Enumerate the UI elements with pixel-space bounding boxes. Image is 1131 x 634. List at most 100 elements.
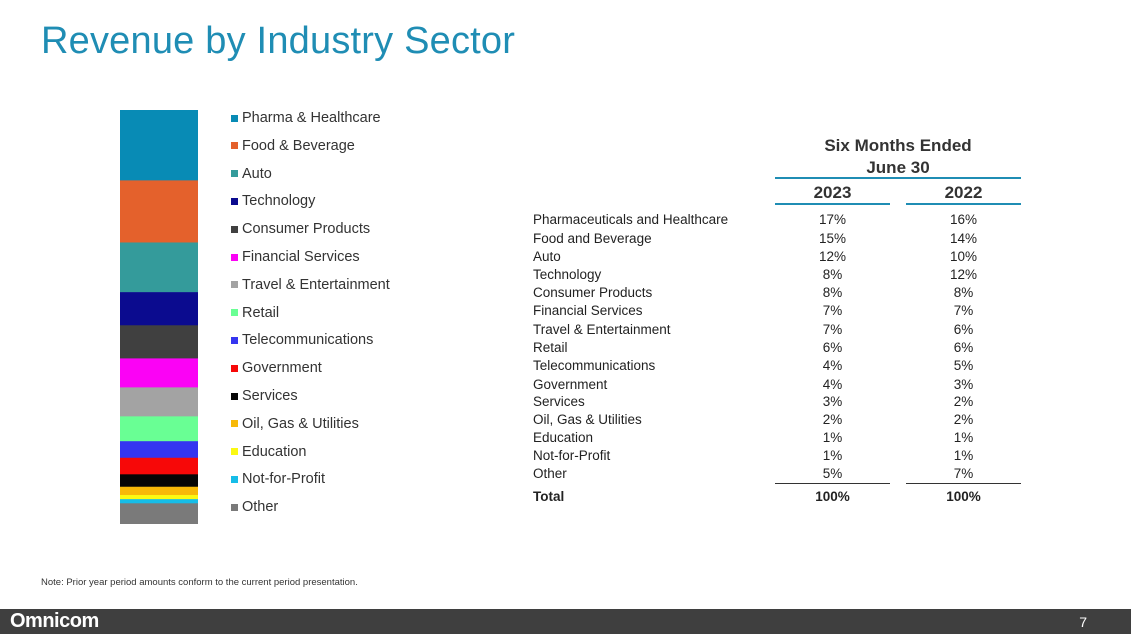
total-2023: 100%: [815, 489, 850, 504]
legend-label: Technology: [242, 193, 316, 210]
table-row-label: Services: [533, 394, 585, 409]
bar-segment-telecommunications: [120, 441, 198, 459]
legend-label: Telecommunications: [242, 332, 374, 349]
legend-swatch: [231, 253, 238, 261]
bar-segment-technology: [120, 292, 198, 326]
legend-label: Food & Beverage: [242, 137, 355, 154]
table-cell-2022: 7%: [953, 303, 974, 318]
table-row-label: Retail: [533, 340, 568, 355]
legend-swatch: [231, 142, 238, 150]
year-2022-header: 2022: [944, 183, 983, 202]
table-cell-2023: 7%: [822, 322, 843, 337]
total-2022: 100%: [946, 489, 981, 504]
legend-item: Services: [231, 386, 298, 406]
table-cell-2022: 1%: [953, 448, 974, 463]
bar-segment-government: [120, 457, 198, 475]
year-2022-rule: [906, 203, 1021, 205]
legend-label: Consumer Products: [242, 221, 371, 238]
legend-item: Financial Services: [231, 247, 360, 267]
table-row-label: Education: [533, 430, 594, 445]
bar-segment-financial-services: [120, 358, 198, 388]
table-cell-2023: 17%: [818, 212, 847, 227]
legend-item: Education: [231, 442, 307, 462]
page-title: Revenue by Industry Sector: [41, 20, 516, 62]
table-cell-2022: 12%: [949, 267, 978, 282]
total-rule-2023: [775, 483, 890, 484]
table-cell-2023: 3%: [822, 394, 843, 409]
table-row-label: Auto: [533, 249, 561, 264]
table-header-line1: Six Months Ended: [824, 136, 972, 155]
bar-segment-auto: [120, 242, 198, 293]
legend-label: Oil, Gas & Utilities: [242, 415, 359, 432]
legend-label: Services: [242, 388, 298, 404]
table-cell-2022: 6%: [953, 322, 974, 337]
table-row-label: Not-for-Profit: [533, 448, 611, 463]
bar-segment-oil-gas-utilities: [120, 486, 198, 496]
table-period-header: Six Months Ended June 30: [775, 135, 1021, 179]
legend-label: Not-for-Profit: [242, 471, 325, 488]
legend-item: Pharma & Healthcare: [231, 108, 381, 128]
legend-swatch: [231, 503, 238, 511]
table-cell-2022: 2%: [953, 394, 974, 409]
legend-swatch: [231, 225, 238, 233]
legend-swatch: [231, 197, 238, 205]
footer-bar: Omnicom 7: [0, 609, 1131, 634]
table-cell-2022: 5%: [953, 358, 974, 373]
table-cell-2022: 1%: [953, 430, 974, 445]
table-cell-2022: 8%: [953, 285, 974, 300]
table-cell-2022: 7%: [953, 466, 974, 481]
legend-swatch: [231, 448, 238, 456]
legend-swatch: [231, 364, 238, 372]
table-cell-2023: 4%: [822, 358, 843, 373]
total-rule-2022: [906, 483, 1021, 484]
legend-item: Travel & Entertainment: [231, 275, 390, 295]
table-cell-2022: 14%: [949, 231, 978, 246]
legend-label: Financial Services: [242, 249, 360, 265]
legend-label: Auto: [242, 165, 272, 182]
table-cell-2022: 6%: [953, 340, 974, 355]
legend-label: Other: [242, 499, 279, 516]
bar-segment-not-for-profit: [120, 499, 198, 504]
legend-swatch: [231, 309, 238, 317]
legend-swatch: [231, 475, 238, 483]
header-rule: [775, 177, 1021, 179]
table-cell-2022: 10%: [949, 249, 978, 264]
table-cell-2023: 5%: [822, 466, 843, 481]
legend-swatch: [231, 170, 238, 178]
year-2023-rule: [775, 203, 890, 205]
bar-segment-retail: [120, 416, 198, 442]
legend-item: Retail: [231, 303, 279, 323]
legend-swatch: [231, 392, 238, 400]
legend-item: Not-for-Profit: [231, 469, 325, 489]
legend-swatch: [231, 281, 238, 289]
legend-item: Technology: [231, 191, 315, 211]
bar-segment-travel-entertainment: [120, 387, 198, 417]
footnote: Note: Prior year period amounts conform …: [41, 577, 358, 588]
legend-item: Government: [231, 358, 322, 378]
legend-swatch: [231, 114, 238, 122]
table-row-label: Government: [533, 377, 608, 392]
legend-label: Government: [242, 360, 322, 377]
omnicom-logo: Omnicom: [10, 610, 99, 632]
legend-label: Pharma & Healthcare: [242, 110, 381, 126]
table-cell-2022: 2%: [953, 412, 974, 427]
table-row-label: Pharmaceuticals and Healthcare: [533, 212, 729, 227]
table-cell-2023: 12%: [818, 249, 847, 264]
year-2023-header: 2023: [813, 183, 852, 202]
table-row-label: Travel & Entertainment: [533, 322, 671, 337]
table-cell-2023: 8%: [822, 285, 843, 300]
bar-segment-pharma-healthcare: [120, 110, 198, 181]
bar-segment-food-beverage: [120, 180, 198, 243]
table-row-label: Oil, Gas & Utilities: [533, 412, 642, 427]
table-cell-2022: 16%: [949, 212, 978, 227]
table-row-label: Food and Beverage: [533, 231, 652, 246]
total-label: Total: [533, 489, 565, 504]
legend-swatch: [231, 420, 238, 428]
page-number: 7: [1079, 614, 1087, 630]
table-cell-2022: 3%: [953, 377, 974, 392]
legend-swatch: [231, 336, 238, 344]
table-cell-2023: 6%: [822, 340, 843, 355]
table-row-label: Other: [533, 466, 567, 481]
legend-label: Travel & Entertainment: [242, 276, 390, 293]
table-row-label: Consumer Products: [533, 285, 653, 300]
